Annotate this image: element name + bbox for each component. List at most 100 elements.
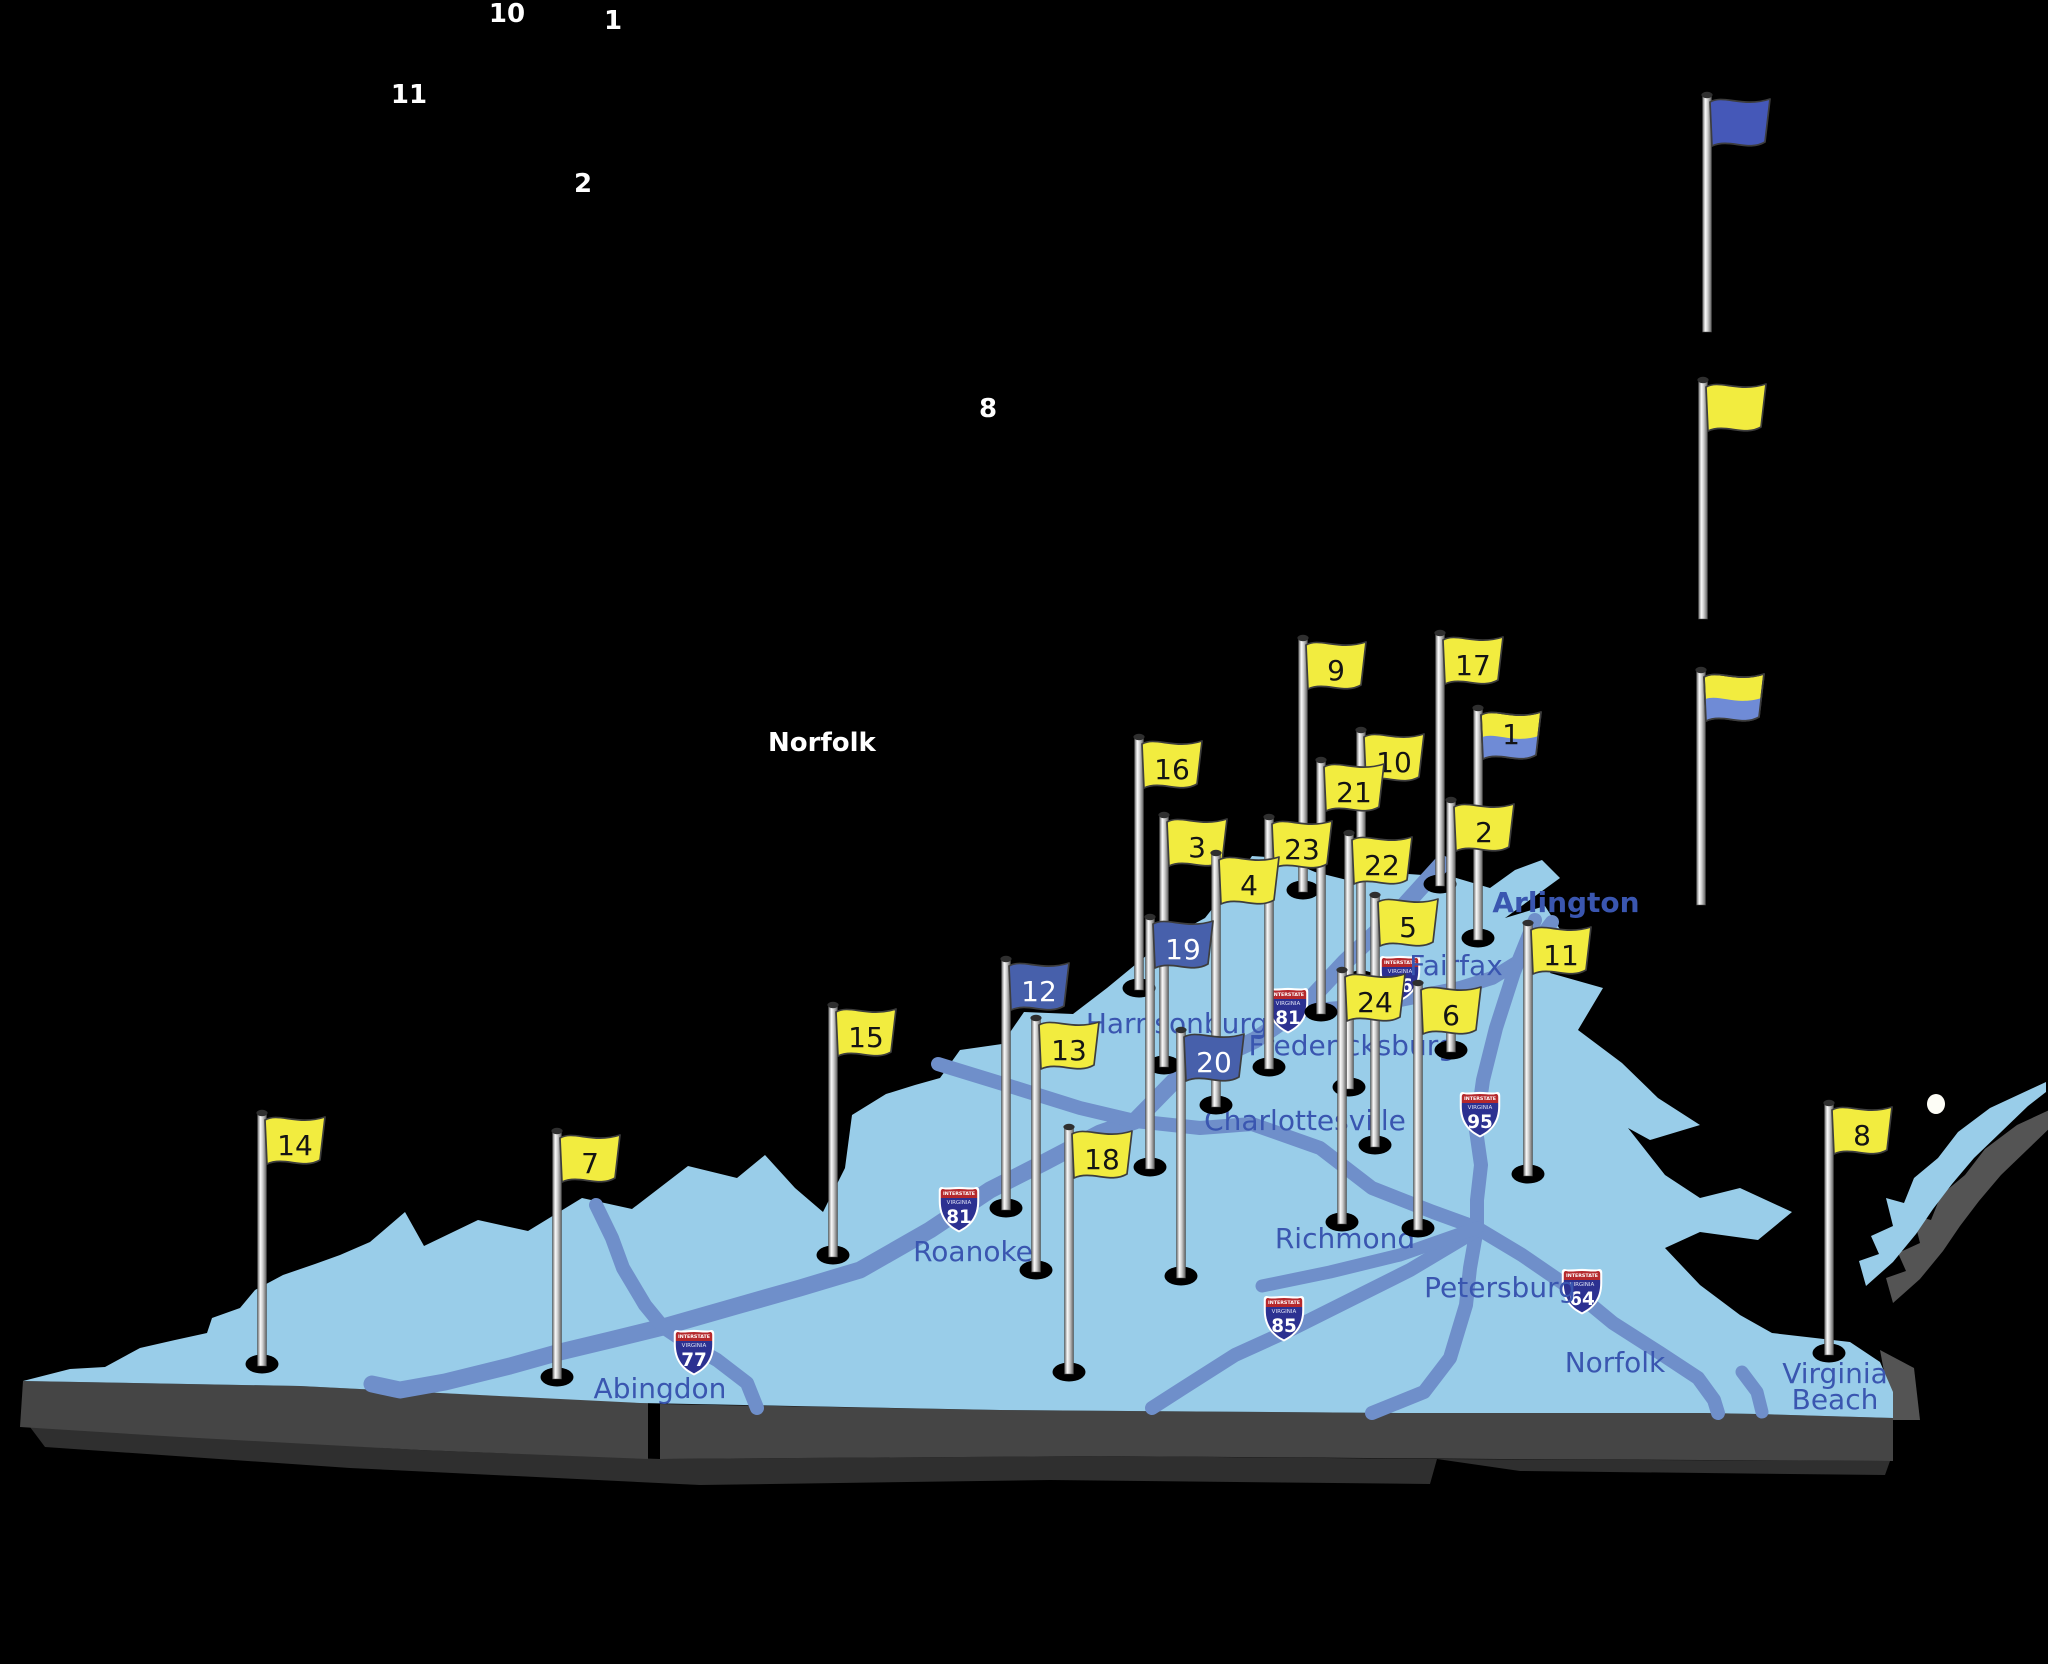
flag-pole	[1001, 958, 1011, 1211]
shield-top-text: INTERSTATE	[1268, 1300, 1300, 1306]
city-label-text: Petersburg	[1424, 1271, 1576, 1304]
flag-pole	[1702, 94, 1712, 333]
floating-label-2: 2	[574, 169, 592, 199]
flag-cloth	[1141, 740, 1203, 789]
flag-23[interactable]: 23	[1252, 813, 1333, 1077]
flag-pole-cap	[1369, 891, 1381, 899]
flag-pole-cap	[1336, 966, 1348, 974]
flag-cloth	[835, 1008, 897, 1057]
flag-pole-cap	[1158, 811, 1170, 819]
city-label-text: Beach	[1792, 1383, 1879, 1416]
flag-cloth	[1344, 973, 1406, 1022]
flag-pole	[1523, 922, 1533, 1177]
shield-top-text: INTERSTATE	[1464, 1096, 1496, 1102]
flag-15[interactable]: 15	[816, 1001, 897, 1265]
flag-number: 18	[1084, 1143, 1120, 1176]
flag-9[interactable]: 9	[1286, 634, 1367, 900]
flag-cloth	[1271, 820, 1333, 869]
flag-21[interactable]: 21	[1304, 756, 1385, 1022]
flag-13[interactable]: 13	[1019, 1014, 1100, 1280]
flag-pole-cap	[1263, 813, 1275, 821]
flag-24[interactable]: 24	[1325, 966, 1406, 1232]
flag-number: 13	[1051, 1034, 1087, 1067]
flag-number: 7	[581, 1147, 599, 1180]
flag-8[interactable]: 8	[1812, 1099, 1893, 1363]
flag-16[interactable]: 16	[1122, 733, 1203, 998]
city-label-arlington: Arlington	[1492, 886, 1639, 919]
flag-12[interactable]: 12	[989, 955, 1070, 1218]
flag-cloth	[559, 1134, 621, 1183]
floating-label-10: 10	[489, 0, 525, 29]
flag-pole-cap	[1315, 756, 1327, 764]
flag-6[interactable]: 6	[1401, 979, 1482, 1238]
flag-pole	[1145, 916, 1155, 1170]
flag-pole-cap	[1343, 829, 1355, 837]
flag-pole	[1824, 1102, 1834, 1356]
floating-label-1: 1	[604, 6, 622, 36]
flag-number: 9	[1327, 654, 1345, 687]
flag-cloth	[1442, 636, 1504, 685]
flag-pole-cap	[1297, 634, 1309, 642]
flag-pole-cap	[1000, 955, 1012, 963]
flag-number: 16	[1154, 753, 1190, 786]
flag-pole	[257, 1112, 267, 1367]
state-base-slab-west	[20, 1381, 648, 1459]
eastern-shore-shadow	[1886, 1110, 2048, 1303]
flag-pole-cap	[1695, 666, 1707, 674]
shield-route-number: 81	[946, 1207, 972, 1228]
flag-cloth	[1705, 383, 1767, 432]
flag-number: 11	[1543, 939, 1579, 972]
flag-11[interactable]: 11	[1511, 919, 1592, 1184]
flag-2[interactable]: 2	[1434, 796, 1515, 1060]
flag-pole-cap	[1445, 796, 1457, 804]
flag-20[interactable]: 20	[1164, 1026, 1245, 1286]
flag-cloth-blue-band	[1705, 697, 1762, 721]
flag-cloth	[1831, 1106, 1893, 1155]
flag-pole-cap	[256, 1109, 268, 1117]
flag-number: 1	[1502, 718, 1520, 751]
flag-number: 12	[1021, 975, 1057, 1008]
flag-19[interactable]: 19	[1133, 913, 1214, 1177]
shield-top-text: INTERSTATE	[1566, 1273, 1598, 1279]
city-label-text: Arlington	[1492, 886, 1639, 919]
floating-label-norfolk: Norfolk	[768, 728, 877, 758]
flag-pole	[1316, 759, 1326, 1015]
flag-7[interactable]: 7	[540, 1127, 621, 1387]
flag-pole	[1176, 1029, 1186, 1279]
shield-route-number: 77	[681, 1350, 707, 1371]
state-base-lower-shadow	[30, 1427, 1437, 1485]
flag-pole	[1134, 736, 1144, 991]
shield-route-number: 81	[1275, 1008, 1301, 1029]
flag-5[interactable]: 5	[1358, 891, 1439, 1155]
flag-cloth	[264, 1116, 326, 1165]
road-va-beach-connector	[1735, 1365, 1769, 1419]
flag-4[interactable]: 4	[1199, 849, 1280, 1115]
flag-number: 6	[1442, 999, 1460, 1032]
flag-pole-cap	[1697, 376, 1709, 384]
flag-number: 4	[1240, 869, 1258, 902]
shield-route-number: 95	[1467, 1112, 1493, 1133]
city-label-fairfax: Fairfax	[1409, 949, 1503, 982]
flag-number: 24	[1357, 986, 1393, 1019]
flag-cloth	[1008, 962, 1070, 1011]
city-label-norfolk: Norfolk	[1565, 1346, 1666, 1379]
flag-14[interactable]: 14	[245, 1109, 326, 1374]
flag-cloth	[1305, 641, 1367, 690]
city-label-text: Roanoke	[913, 1235, 1033, 1268]
shield-state-text: VIRGINIA	[1276, 1001, 1301, 1007]
flag-pole-cap	[1522, 919, 1534, 927]
shield-state-text: VIRGINIA	[1272, 1309, 1297, 1315]
flag-18[interactable]: 18	[1052, 1123, 1133, 1382]
flag-cloth	[1038, 1021, 1100, 1070]
flag-number: 2	[1475, 816, 1493, 849]
legend-layer	[1695, 91, 1771, 906]
flag-cloth	[1709, 98, 1771, 147]
shield-state-text: VIRGINIA	[1570, 1282, 1595, 1288]
flag-number: 5	[1399, 911, 1417, 944]
flag-pole-cap	[1030, 1014, 1042, 1022]
